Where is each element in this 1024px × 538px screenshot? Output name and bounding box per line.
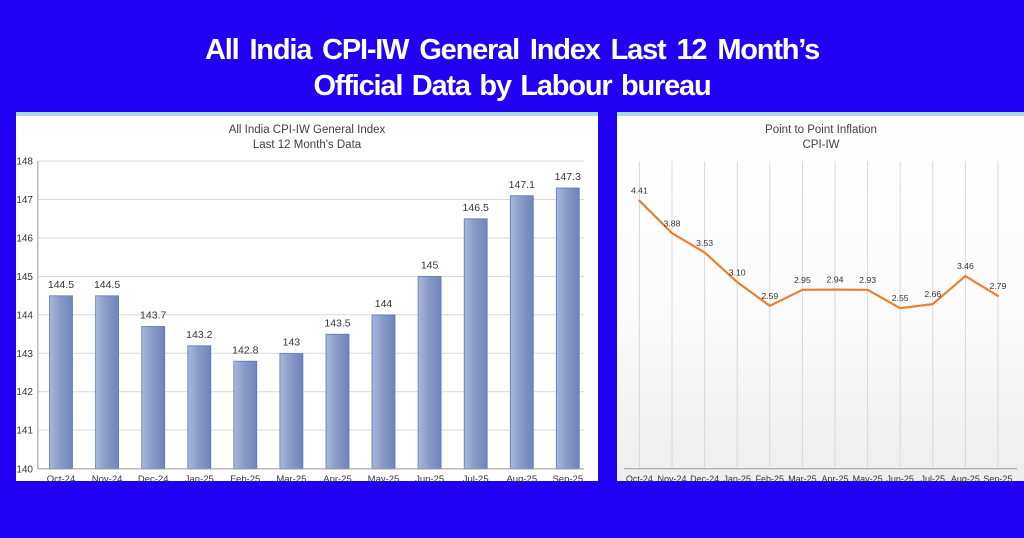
svg-text:3.53: 3.53 bbox=[696, 238, 713, 248]
svg-text:144.5: 144.5 bbox=[48, 279, 74, 291]
svg-text:May-25: May-25 bbox=[853, 474, 883, 484]
svg-text:144: 144 bbox=[375, 298, 393, 310]
svg-text:147: 147 bbox=[16, 195, 33, 206]
svg-text:Jul-25: Jul-25 bbox=[921, 474, 946, 484]
svg-text:4.41: 4.41 bbox=[631, 186, 648, 196]
svg-text:140: 140 bbox=[16, 464, 33, 475]
svg-text:Dec-24: Dec-24 bbox=[690, 474, 719, 484]
svg-text:144.5: 144.5 bbox=[94, 279, 120, 291]
svg-text:Feb-25: Feb-25 bbox=[230, 474, 260, 485]
svg-text:147.3: 147.3 bbox=[555, 171, 581, 183]
svg-text:Mar-25: Mar-25 bbox=[788, 474, 817, 484]
svg-text:Jan-25: Jan-25 bbox=[185, 474, 214, 485]
svg-text:2.93: 2.93 bbox=[859, 275, 876, 285]
svg-text:Sep-25: Sep-25 bbox=[552, 474, 583, 485]
svg-text:144: 144 bbox=[16, 310, 33, 321]
svg-text:May-25: May-25 bbox=[368, 474, 400, 485]
svg-text:Apr-25: Apr-25 bbox=[323, 474, 352, 485]
svg-text:Mar-25: Mar-25 bbox=[276, 474, 306, 485]
svg-text:143: 143 bbox=[283, 337, 301, 349]
svg-text:146: 146 bbox=[16, 234, 33, 245]
svg-text:141: 141 bbox=[16, 426, 33, 437]
svg-text:2.79: 2.79 bbox=[989, 281, 1006, 291]
svg-text:3.88: 3.88 bbox=[664, 219, 681, 229]
svg-text:Oct-24: Oct-24 bbox=[626, 474, 653, 484]
svg-text:3.10: 3.10 bbox=[729, 268, 746, 278]
svg-text:143.2: 143.2 bbox=[186, 329, 212, 341]
svg-text:2.95: 2.95 bbox=[794, 275, 811, 285]
svg-text:148: 148 bbox=[16, 157, 33, 168]
svg-text:2.59: 2.59 bbox=[761, 291, 778, 301]
svg-text:146.5: 146.5 bbox=[463, 202, 489, 214]
svg-text:Jan-25: Jan-25 bbox=[723, 474, 751, 484]
svg-text:Oct-24: Oct-24 bbox=[47, 474, 76, 485]
svg-text:143: 143 bbox=[16, 349, 33, 360]
svg-text:2.55: 2.55 bbox=[892, 293, 909, 303]
svg-text:Nov-24: Nov-24 bbox=[657, 474, 686, 484]
svg-text:145: 145 bbox=[421, 260, 439, 272]
svg-text:Jun-25: Jun-25 bbox=[415, 474, 444, 485]
svg-text:Feb-25: Feb-25 bbox=[756, 474, 785, 484]
svg-text:142: 142 bbox=[16, 387, 33, 398]
svg-text:2.94: 2.94 bbox=[827, 275, 844, 285]
svg-text:143.5: 143.5 bbox=[324, 317, 350, 329]
svg-text:145: 145 bbox=[16, 272, 33, 283]
svg-text:Aug-25: Aug-25 bbox=[951, 474, 980, 484]
svg-text:Sep-25: Sep-25 bbox=[983, 474, 1012, 484]
svg-text:Jul-25: Jul-25 bbox=[463, 474, 489, 485]
svg-text:Jun-25: Jun-25 bbox=[886, 474, 914, 484]
svg-text:Dec-24: Dec-24 bbox=[138, 474, 169, 485]
svg-text:143.7: 143.7 bbox=[140, 310, 166, 322]
svg-text:147.1: 147.1 bbox=[509, 179, 535, 191]
svg-text:Aug-25: Aug-25 bbox=[506, 474, 537, 485]
svg-text:142.8: 142.8 bbox=[232, 344, 258, 356]
svg-text:Apr-25: Apr-25 bbox=[821, 474, 848, 484]
svg-text:3.46: 3.46 bbox=[957, 261, 974, 271]
svg-text:Nov-24: Nov-24 bbox=[92, 474, 123, 485]
svg-text:2.66: 2.66 bbox=[924, 289, 941, 299]
